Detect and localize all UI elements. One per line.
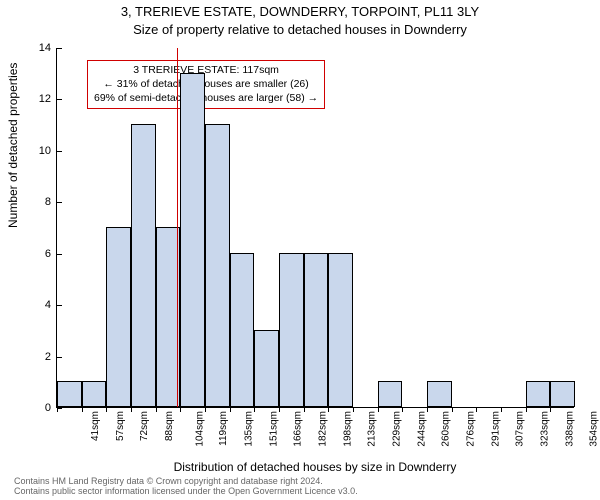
y-tick: 14 (39, 42, 57, 54)
x-tick-label: 291sqm (490, 411, 501, 447)
chart-title-sub: Size of property relative to detached ho… (0, 22, 600, 37)
x-tick-mark (57, 407, 58, 412)
x-tick-mark (180, 407, 181, 412)
footer-attribution: Contains HM Land Registry data © Crown c… (14, 476, 358, 497)
x-tick-label: 276sqm (466, 411, 477, 447)
x-tick-label: 354sqm (589, 411, 600, 447)
x-tick-mark (501, 407, 502, 412)
y-tick: 0 (45, 402, 57, 414)
x-tick-mark (82, 407, 83, 412)
histogram-bar (328, 253, 353, 407)
x-tick-label: 323sqm (540, 411, 551, 447)
x-tick-label: 244sqm (416, 411, 427, 447)
x-tick-mark (378, 407, 379, 412)
x-tick-label: 135sqm (244, 411, 255, 447)
y-axis-label: Number of detached properties (6, 63, 20, 228)
y-tick: 2 (45, 351, 57, 363)
x-tick-label: 338sqm (564, 411, 575, 447)
x-tick-label: 182sqm (318, 411, 329, 447)
x-tick-label: 166sqm (293, 411, 304, 447)
x-tick-label: 72sqm (139, 411, 150, 441)
y-tick: 10 (39, 145, 57, 157)
x-tick-mark (452, 407, 453, 412)
footer-line2: Contains public sector information licen… (14, 486, 358, 496)
y-tick: 12 (39, 93, 57, 105)
histogram-bar (131, 124, 156, 407)
x-tick-mark (328, 407, 329, 412)
histogram-bar (180, 73, 205, 407)
x-tick-mark (476, 407, 477, 412)
chart-title-main: 3, TRERIEVE ESTATE, DOWNDERRY, TORPOINT,… (0, 4, 600, 19)
histogram-bar (205, 124, 230, 407)
histogram-bar (254, 330, 279, 407)
histogram-bar (57, 381, 82, 407)
x-tick-label: 213sqm (367, 411, 378, 447)
x-tick-mark (353, 407, 354, 412)
histogram-bar (82, 381, 107, 407)
x-tick-label: 119sqm (218, 411, 229, 446)
x-tick-mark (402, 407, 403, 412)
x-tick-mark (550, 407, 551, 412)
y-tick: 4 (45, 299, 57, 311)
x-axis-label: Distribution of detached houses by size … (56, 460, 574, 474)
annotation-box: 3 TRERIEVE ESTATE: 117sqm ← 31% of detac… (87, 60, 325, 109)
x-tick-mark (131, 407, 132, 412)
histogram-bar (550, 381, 575, 407)
histogram-bar (378, 381, 403, 407)
histogram-bar (427, 381, 452, 407)
footer-line1: Contains HM Land Registry data © Crown c… (14, 476, 358, 486)
x-tick-label: 198sqm (342, 411, 353, 447)
histogram-bar (230, 253, 255, 407)
annotation-line1: 3 TRERIEVE ESTATE: 117sqm (94, 63, 318, 77)
x-tick-label: 260sqm (441, 411, 452, 447)
histogram-bar (304, 253, 329, 407)
x-tick-mark (156, 407, 157, 412)
x-tick-mark (427, 407, 428, 412)
x-tick-label: 41sqm (90, 411, 101, 441)
histogram-bar (106, 227, 131, 407)
x-tick-mark (205, 407, 206, 412)
annotation-line2: ← 31% of detached houses are smaller (26… (94, 77, 318, 91)
plot-area: 3 TRERIEVE ESTATE: 117sqm ← 31% of detac… (56, 48, 574, 408)
x-tick-mark (304, 407, 305, 412)
y-tick: 8 (45, 196, 57, 208)
x-tick-mark (526, 407, 527, 412)
histogram-bar (526, 381, 551, 407)
x-tick-label: 88sqm (164, 411, 175, 441)
x-tick-label: 57sqm (115, 411, 126, 441)
chart-container: 3, TRERIEVE ESTATE, DOWNDERRY, TORPOINT,… (0, 0, 600, 500)
y-tick: 6 (45, 248, 57, 260)
x-tick-label: 307sqm (515, 411, 526, 447)
x-tick-label: 229sqm (392, 411, 403, 447)
x-tick-mark (230, 407, 231, 412)
x-tick-mark (279, 407, 280, 412)
histogram-bar (279, 253, 304, 407)
x-tick-label: 104sqm (194, 411, 205, 447)
x-tick-mark (106, 407, 107, 412)
x-tick-label: 151sqm (268, 411, 279, 447)
annotation-line3: 69% of semi-detached houses are larger (… (94, 91, 318, 105)
reference-line (177, 48, 179, 407)
x-tick-mark (254, 407, 255, 412)
